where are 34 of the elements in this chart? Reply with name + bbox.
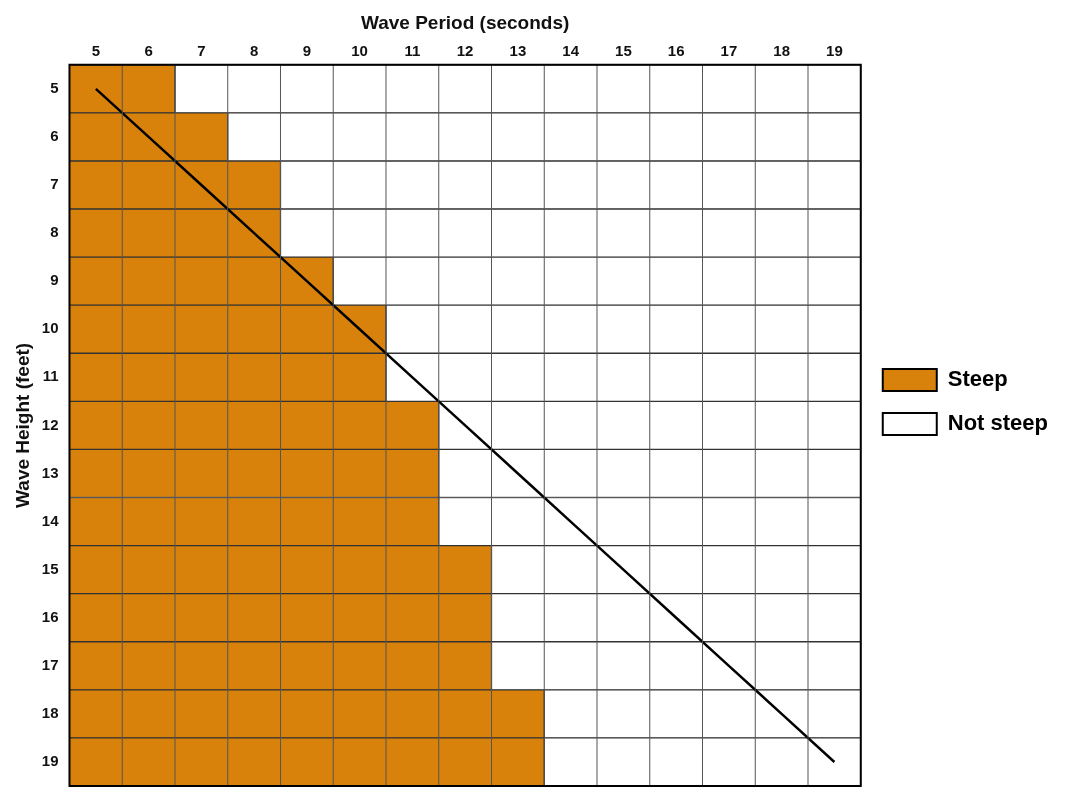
x-tick-label: 16 — [667, 41, 685, 59]
x-tick-label: 18 — [773, 41, 790, 59]
x-tick-label: 14 — [562, 41, 580, 59]
x-tick-label: 10 — [351, 41, 368, 59]
x-tick-label: 7 — [197, 41, 206, 59]
y-tick-label: 10 — [41, 319, 59, 337]
x-tick-label: 12 — [456, 41, 474, 59]
y-tick-label: 7 — [50, 175, 59, 193]
y-tick-label: 13 — [41, 463, 59, 481]
x-tick-label: 9 — [302, 41, 312, 59]
y-axis-title: Wave Height (feet) — [11, 342, 33, 508]
x-tick-label: 8 — [249, 41, 259, 59]
y-tick-label: 19 — [41, 752, 59, 770]
x-tick-label: 5 — [91, 41, 101, 59]
x-axis-title: Wave Period (seconds) — [360, 11, 570, 33]
y-tick-label: 18 — [41, 704, 59, 722]
y-tick-label: 11 — [42, 367, 59, 385]
x-tick-label: 15 — [615, 41, 632, 59]
y-tick-label: 8 — [50, 223, 59, 241]
y-tick-label: 17 — [41, 655, 59, 673]
y-tick-label: 12 — [41, 415, 59, 433]
y-tick-label: 15 — [41, 559, 59, 577]
x-tick-label: 11 — [404, 41, 421, 59]
y-tick-label: 14 — [41, 511, 60, 529]
legend-label: Steep — [947, 366, 1008, 392]
y-tick-label: 5 — [50, 78, 59, 96]
y-tick-label: 9 — [50, 271, 59, 289]
x-tick-label: 17 — [720, 41, 738, 59]
y-tick-label: 6 — [50, 127, 59, 145]
x-tick-label: 19 — [826, 41, 843, 59]
x-tick-label: 13 — [509, 41, 527, 59]
x-tick-label: 6 — [144, 41, 153, 59]
text: Not steep — [947, 410, 1049, 436]
y-tick-label: 16 — [41, 607, 59, 625]
